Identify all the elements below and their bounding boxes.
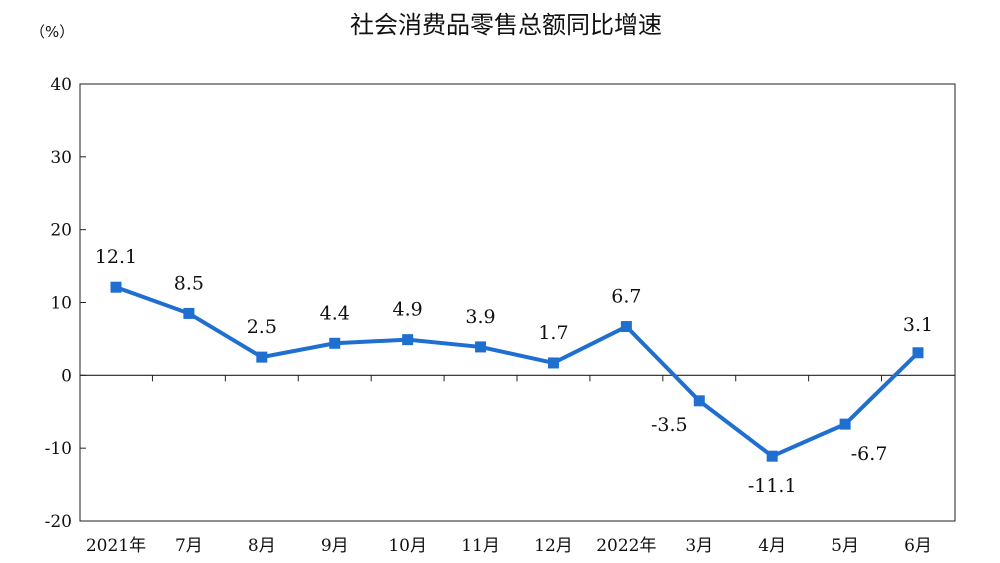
x-tick-label: 4月 [758, 536, 786, 556]
data-label: -3.5 [651, 414, 688, 436]
data-point [475, 341, 487, 353]
y-tick-label: 0 [61, 366, 72, 386]
data-point [256, 351, 268, 363]
y-tick-label: 20 [50, 221, 72, 241]
data-point [329, 337, 341, 349]
chart-title: 社会消费品零售总额同比增速 [350, 11, 662, 39]
data-point [402, 334, 414, 346]
data-label: 8.5 [174, 272, 204, 294]
series-markers [110, 281, 924, 462]
x-tick-label: 3月 [685, 536, 713, 556]
data-label: 12.1 [95, 246, 137, 268]
y-unit-label: （%） [30, 23, 74, 41]
data-label: 3.9 [465, 306, 495, 328]
y-tick-label: 30 [50, 148, 72, 168]
data-label: 1.7 [538, 322, 568, 344]
data-point [183, 307, 195, 319]
data-labels: 12.1 8.5 2.5 4.4 4.9 3.9 1.7 6.7 -3.5 -11.1 -6.7 3.… [95, 246, 933, 497]
y-axis-ticks: 40 30 20 10 0 -10 -20 [45, 75, 86, 532]
data-point [620, 321, 632, 333]
y-tick-label: -20 [45, 512, 72, 532]
x-tick-label: 6月 [904, 536, 932, 556]
data-point [547, 357, 559, 369]
x-tick-label: 7月 [175, 536, 203, 556]
series-line [115, 285, 920, 459]
x-axis-ticks: 2021年 7月 8月 9月 10月 11月 12月 2022年 3月 4月 5月 6月 [86, 375, 932, 556]
x-tick-label: 8月 [248, 536, 276, 556]
x-tick-label: 9月 [321, 536, 349, 556]
x-tick-label: 10月 [388, 536, 427, 556]
data-label: 2.5 [247, 316, 277, 338]
data-label: 3.1 [903, 314, 933, 336]
data-label: 4.4 [320, 302, 350, 324]
x-tick-label: 11月 [461, 536, 500, 556]
y-tick-label: 10 [50, 294, 72, 314]
data-label: 4.9 [393, 299, 423, 321]
data-point [839, 418, 851, 430]
x-tick-label: 2022年 [596, 536, 656, 556]
y-tick-label: 40 [50, 75, 72, 95]
data-label: 6.7 [611, 286, 641, 308]
data-point [766, 450, 778, 462]
data-point [693, 395, 705, 407]
x-tick-label: 12月 [534, 536, 573, 556]
y-tick-label: -10 [45, 439, 72, 459]
data-label: -11.1 [748, 475, 797, 497]
x-tick-label: 2021年 [86, 536, 146, 556]
plot-frame [79, 83, 956, 522]
data-point [110, 281, 122, 293]
data-point [912, 347, 924, 359]
data-label: -6.7 [851, 443, 888, 465]
x-tick-label: 5月 [831, 536, 859, 556]
